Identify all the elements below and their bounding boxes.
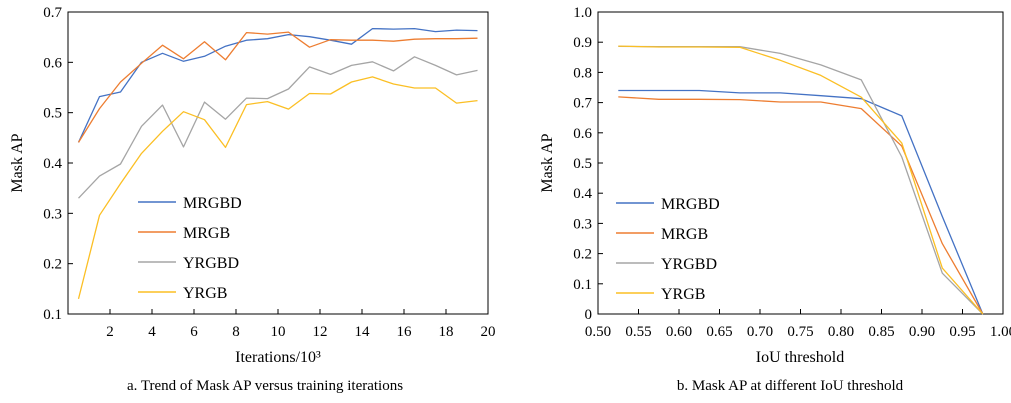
chart-b-y-tick-label: 0.5 <box>573 156 592 172</box>
chart-b-series-mrgbd-line <box>618 89 984 315</box>
chart-a-x-tick-label: 8 <box>232 324 240 340</box>
chart-a-y-tick-label: 0.6 <box>43 55 62 71</box>
chart-a-series-mrgb-line <box>77 31 478 143</box>
chart-a-x-tick-label: 6 <box>190 324 198 340</box>
chart-a-x-tick-label: 4 <box>148 324 156 340</box>
chart-a-plot-frame <box>67 11 489 315</box>
chart-b-x-tick-label: 0.95 <box>949 324 975 340</box>
chart-b-series-yrgb-line <box>618 45 984 315</box>
chart-a-x-tick-label: 12 <box>313 324 328 340</box>
chart-a-series-mrgbd-line <box>77 27 478 143</box>
chart-b-x-tick-label: 0.75 <box>787 324 813 340</box>
chart-b-x-axis-label: IoU threshold <box>756 349 844 366</box>
chart-b-y-tick-label: 0.1 <box>573 277 592 293</box>
chart-a-x-tick-label: 14 <box>355 324 371 340</box>
chart-b-series-mrgb-line <box>618 96 984 315</box>
chart-b-x-tick-label: 0.60 <box>666 324 692 340</box>
chart-b-legend-label-mrgbd: MRGBD <box>661 196 720 213</box>
chart-a-y-axis-label: Mask AP <box>9 133 26 192</box>
chart-a-y-tick-label: 0.5 <box>43 106 62 122</box>
chart-b-x-tick-label: 0.70 <box>747 324 773 340</box>
chart-b-y-tick-label: 0.7 <box>573 96 592 112</box>
chart-b-x-tick-label: 0.90 <box>909 324 935 340</box>
chart-a-y-tick-label: 0.7 <box>43 5 62 21</box>
chart-b-x-tick-label: 0.65 <box>706 324 732 340</box>
chart-a-series-yrgbd-line <box>78 56 478 199</box>
chart-b-x-tick-label: 0.80 <box>828 324 854 340</box>
chart-a-x-tick-label: 18 <box>439 324 454 340</box>
chart-b-x-tick-label: 0.50 <box>585 324 611 340</box>
chart-a-legend-label-mrgb: MRGB <box>183 225 230 242</box>
chart-a-x-tick-label: 20 <box>481 324 496 340</box>
chart-b-y-tick-label: 0 <box>585 307 593 323</box>
chart-b-y-tick-label: 1.0 <box>573 5 592 21</box>
chart-a-series-yrgb-line <box>77 76 478 300</box>
chart-a-y-tick-label: 0.4 <box>43 156 62 172</box>
chart-b-legend-label-mrgb: MRGB <box>661 226 708 243</box>
chart-a-x-tick-label: 2 <box>106 324 114 340</box>
chart-b-y-axis-label: Mask AP <box>539 133 556 192</box>
chart-a-y-tick-label: 0.2 <box>43 257 62 273</box>
chart-a-y-tick-label: 0.3 <box>43 206 62 222</box>
chart-b-y-tick-label: 0.2 <box>573 247 592 263</box>
chart-b-x-tick-label: 1.00 <box>990 324 1011 340</box>
chart-a-y-tick-label: 0.1 <box>43 307 62 323</box>
chart-a-x-tick-label: 16 <box>397 324 413 340</box>
chart-b: 0 0.1 0.2 0.3 0.4 0.5 0.6 0.7 0.8 0.9 1.0 0.50 0.55 0… <box>539 5 1011 394</box>
chart-a-legend-label-yrgbd: YRGBD <box>183 255 239 272</box>
chart-a-x-axis-label: Iterations/10³ <box>235 349 321 366</box>
chart-b-x-tick-label: 0.85 <box>868 324 894 340</box>
chart-a-x-tick-label: 10 <box>271 324 286 340</box>
chart-a-legend-label-yrgb: YRGB <box>183 285 227 302</box>
chart-b-y-tick-label: 0.3 <box>573 216 592 232</box>
chart-a-caption: a. Trend of Mask AP versus training iter… <box>127 378 403 394</box>
chart-b-y-tick-label: 0.8 <box>573 65 592 81</box>
chart-b-x-tick-label: 0.55 <box>625 324 651 340</box>
chart-a: 0.1 0.2 0.3 0.4 0.5 0.6 0.7 2 4 6 8 10 12 14 16 18 20 MRG… <box>9 5 496 394</box>
chart-b-caption: b. Mask AP at different IoU threshold <box>677 378 904 394</box>
chart-b-legend-label-yrgbd: YRGBD <box>661 256 717 273</box>
chart-b-y-tick-label: 0.9 <box>573 35 592 51</box>
chart-b-y-tick-label: 0.4 <box>573 186 592 202</box>
chart-a-legend-label-mrgbd: MRGBD <box>183 195 242 212</box>
chart-b-legend-label-yrgb: YRGB <box>661 286 705 303</box>
chart-b-y-tick-label: 0.6 <box>573 126 592 142</box>
